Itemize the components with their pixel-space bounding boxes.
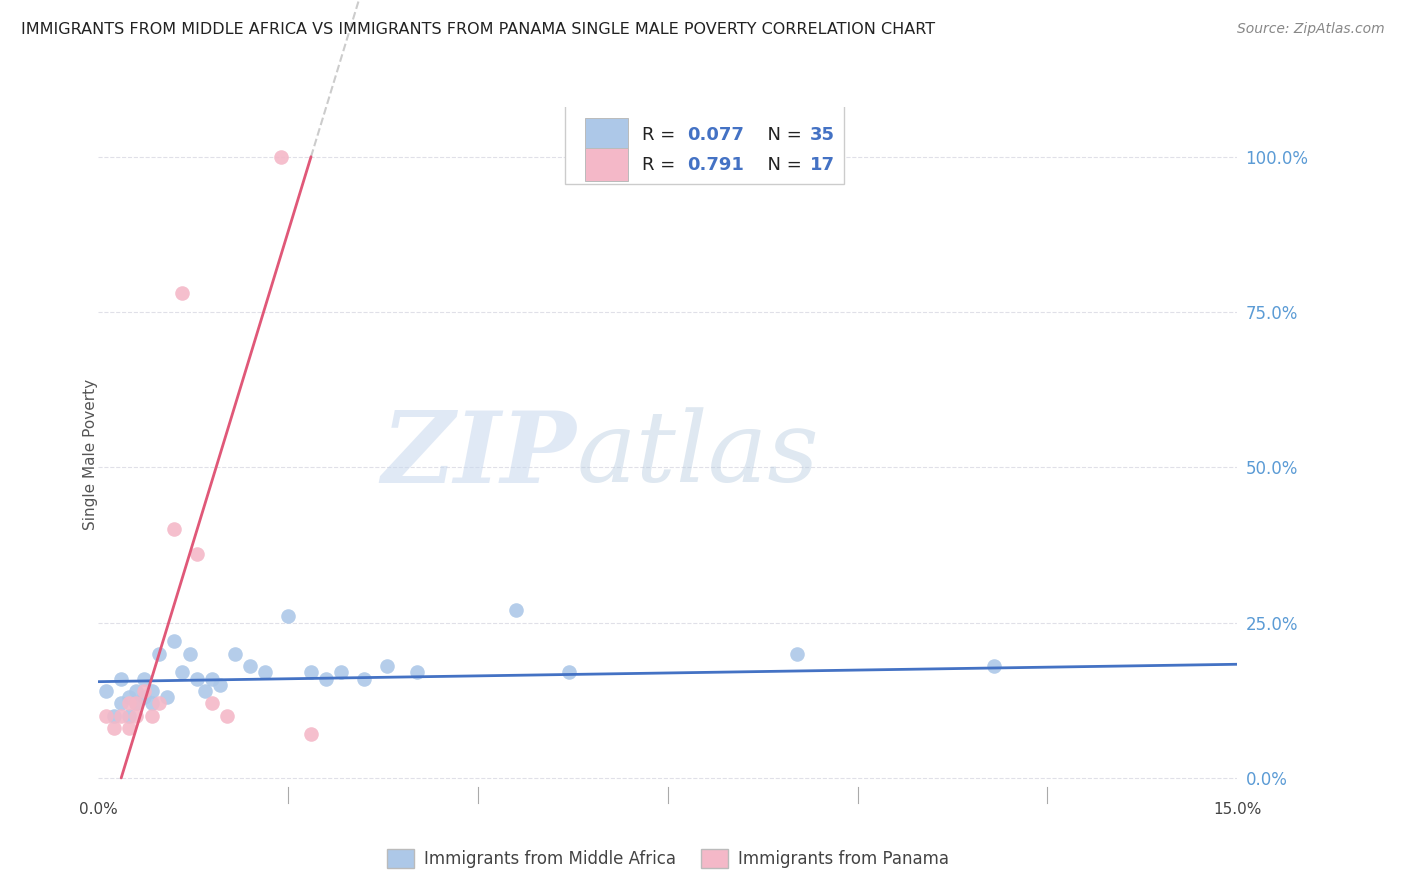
Point (179, 647, 201, 661)
Text: 35: 35 (810, 126, 835, 144)
Point (110, 697, 132, 711)
Point (103, 708, 125, 723)
Point (194, 684, 217, 698)
Point (118, 708, 141, 723)
Point (163, 523, 186, 537)
Point (170, 286, 193, 301)
Point (156, 690, 179, 705)
Point (224, 647, 246, 661)
Point (299, 665, 322, 680)
Point (558, 665, 581, 680)
Y-axis label: Single Male Poverty: Single Male Poverty (83, 379, 97, 531)
Bar (585, 148, 628, 181)
Bar (585, 118, 628, 152)
Point (141, 708, 163, 723)
Point (270, 150, 292, 164)
Text: R =: R = (641, 156, 681, 174)
Point (208, 678, 231, 692)
Point (118, 721, 141, 735)
Point (125, 708, 148, 723)
Point (277, 609, 299, 624)
Text: N =: N = (755, 126, 807, 144)
Point (118, 690, 141, 705)
Point (983, 659, 1005, 673)
Point (330, 665, 353, 680)
Point (186, 547, 208, 561)
Point (132, 684, 155, 698)
Point (141, 684, 163, 698)
Text: ZIP: ZIP (382, 407, 576, 503)
Text: 17: 17 (810, 156, 835, 174)
Point (141, 697, 163, 711)
Point (299, 727, 322, 741)
Point (94, 708, 117, 723)
Text: 0.077: 0.077 (688, 126, 744, 144)
Point (217, 708, 239, 723)
Text: IMMIGRANTS FROM MIDDLE AFRICA VS IMMIGRANTS FROM PANAMA SINGLE MALE POVERTY CORR: IMMIGRANTS FROM MIDDLE AFRICA VS IMMIGRA… (21, 22, 935, 37)
Text: atlas: atlas (576, 408, 820, 502)
Point (110, 708, 132, 723)
Text: 0.0%: 0.0% (79, 802, 118, 816)
Point (201, 672, 224, 686)
Legend: Immigrants from Middle Africa, Immigrants from Panama: Immigrants from Middle Africa, Immigrant… (381, 842, 955, 874)
Point (254, 665, 277, 680)
Point (201, 697, 224, 711)
Point (505, 603, 527, 617)
Point (786, 647, 808, 661)
Point (132, 690, 155, 705)
Point (118, 697, 141, 711)
Point (239, 659, 262, 673)
Point (125, 684, 148, 698)
Point (110, 672, 132, 686)
Point (103, 721, 125, 735)
FancyBboxPatch shape (565, 96, 845, 184)
Point (148, 647, 170, 661)
Point (132, 672, 155, 686)
Point (406, 665, 429, 680)
Point (186, 672, 208, 686)
Point (148, 697, 170, 711)
Point (315, 672, 337, 686)
Point (170, 665, 193, 680)
Point (94, 684, 117, 698)
Text: Source: ZipAtlas.com: Source: ZipAtlas.com (1237, 22, 1385, 37)
Point (125, 697, 148, 711)
Point (375, 659, 398, 673)
Text: 0.791: 0.791 (688, 156, 744, 174)
Point (353, 672, 375, 686)
Text: 15.0%: 15.0% (1213, 802, 1261, 816)
Point (125, 697, 148, 711)
Text: R =: R = (641, 126, 681, 144)
Point (163, 634, 186, 648)
Text: N =: N = (755, 156, 807, 174)
